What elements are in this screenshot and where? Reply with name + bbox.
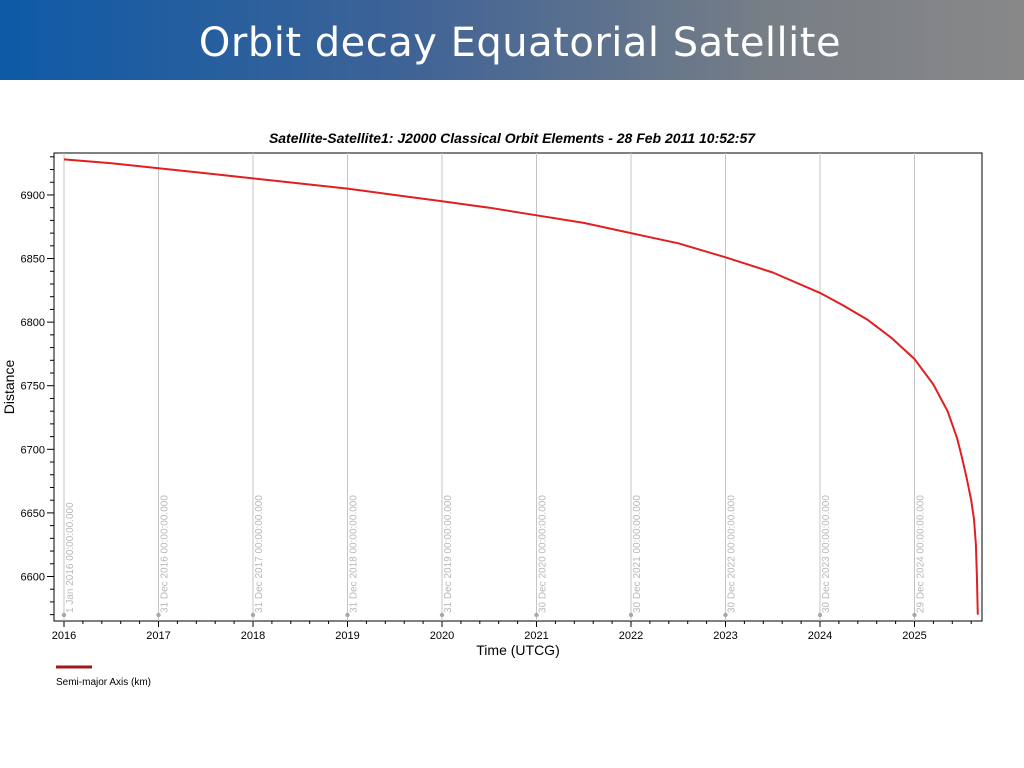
x-tick-label: 2021 (524, 630, 548, 642)
vertical-markers: 1 Jan 2016 00:00:00.000 31 Dec 2016 00:00… (61, 153, 927, 621)
title-banner (0, 0, 1024, 80)
vertical-marker-label: 31 Dec 2018 00:00:00.000 (349, 495, 360, 613)
vertical-marker-label: 30 Dec 2022 00:00:00.000 (727, 495, 738, 613)
vertical-marker-dot (61, 612, 67, 618)
series-line-semi-major-axis (63, 158, 979, 615)
x-tick-label: 2020 (430, 630, 454, 642)
x-tick-label: 2019 (335, 630, 359, 642)
x-axis-title: Time (UTCG) (476, 642, 559, 658)
x-tick-label: 2018 (241, 630, 265, 642)
y-tick-label: 6700 (21, 444, 45, 456)
vertical-marker-label: 30 Dec 2020 00:00:00.000 (538, 495, 549, 613)
vertical-marker-dot (817, 612, 823, 618)
y-axis-title: Distance (1, 360, 17, 415)
vertical-marker-dot (439, 612, 445, 618)
x-tick-label: 2017 (146, 630, 170, 642)
y-tick-label: 6850 (21, 254, 45, 266)
y-tick-label: 6800 (21, 317, 45, 329)
vertical-marker-dot (250, 612, 256, 618)
vertical-marker-label: 31 Dec 2016 00:00:00.000 (160, 495, 171, 613)
x-tick-label: 2024 (808, 630, 832, 642)
vertical-marker-label: 30 Dec 2023 00:00:00.000 (821, 495, 832, 613)
y-axis: 6600 6650 6700 6750 6800 6850 6900 (21, 156, 54, 616)
vertical-marker-dot (723, 612, 728, 618)
plot-area (53, 152, 983, 622)
vertical-marker-label: 29 Dec 2024 00:00:00.000 (916, 495, 927, 613)
slide-title: Orbit decay Equatorial Satellite (198, 20, 842, 66)
vertical-marker-label: 30 Dec 2021 00:00:00.000 (632, 495, 643, 613)
vertical-marker-dot (912, 612, 917, 618)
vertical-marker-dot (156, 612, 161, 618)
y-tick-label: 6650 (21, 508, 45, 520)
x-tick-label: 2025 (902, 630, 926, 642)
vertical-marker-dot (345, 612, 350, 618)
x-tick-label: 2023 (713, 630, 737, 642)
x-tick-label: 2022 (619, 630, 643, 642)
series-group (63, 158, 979, 615)
orbit-decay-chart: Satellite-Satellite1: J2000 Classical Or… (1, 130, 983, 688)
x-axis: 2016 2017 2018 2019 2020 2021 2022 2023 2024 2025 (52, 621, 972, 642)
vertical-marker-label: 1 Jan 2016 00:00:00.000 (65, 502, 76, 613)
y-tick-label: 6750 (21, 381, 45, 393)
vertical-marker-label: 31 Dec 2019 00:00:00.000 (443, 495, 454, 613)
y-tick-label: 6600 (21, 571, 45, 583)
x-tick-label: 2016 (52, 630, 76, 642)
vertical-marker-label: 31 Dec 2017 00:00:00.000 (254, 495, 265, 613)
vertical-marker-dot (628, 612, 634, 618)
y-tick-label: 6900 (21, 190, 45, 202)
legend-label: Semi-major Axis (km) (56, 677, 151, 688)
chart-title: Satellite-Satellite1: J2000 Classical Or… (269, 130, 756, 146)
vertical-marker-dot (534, 612, 539, 618)
